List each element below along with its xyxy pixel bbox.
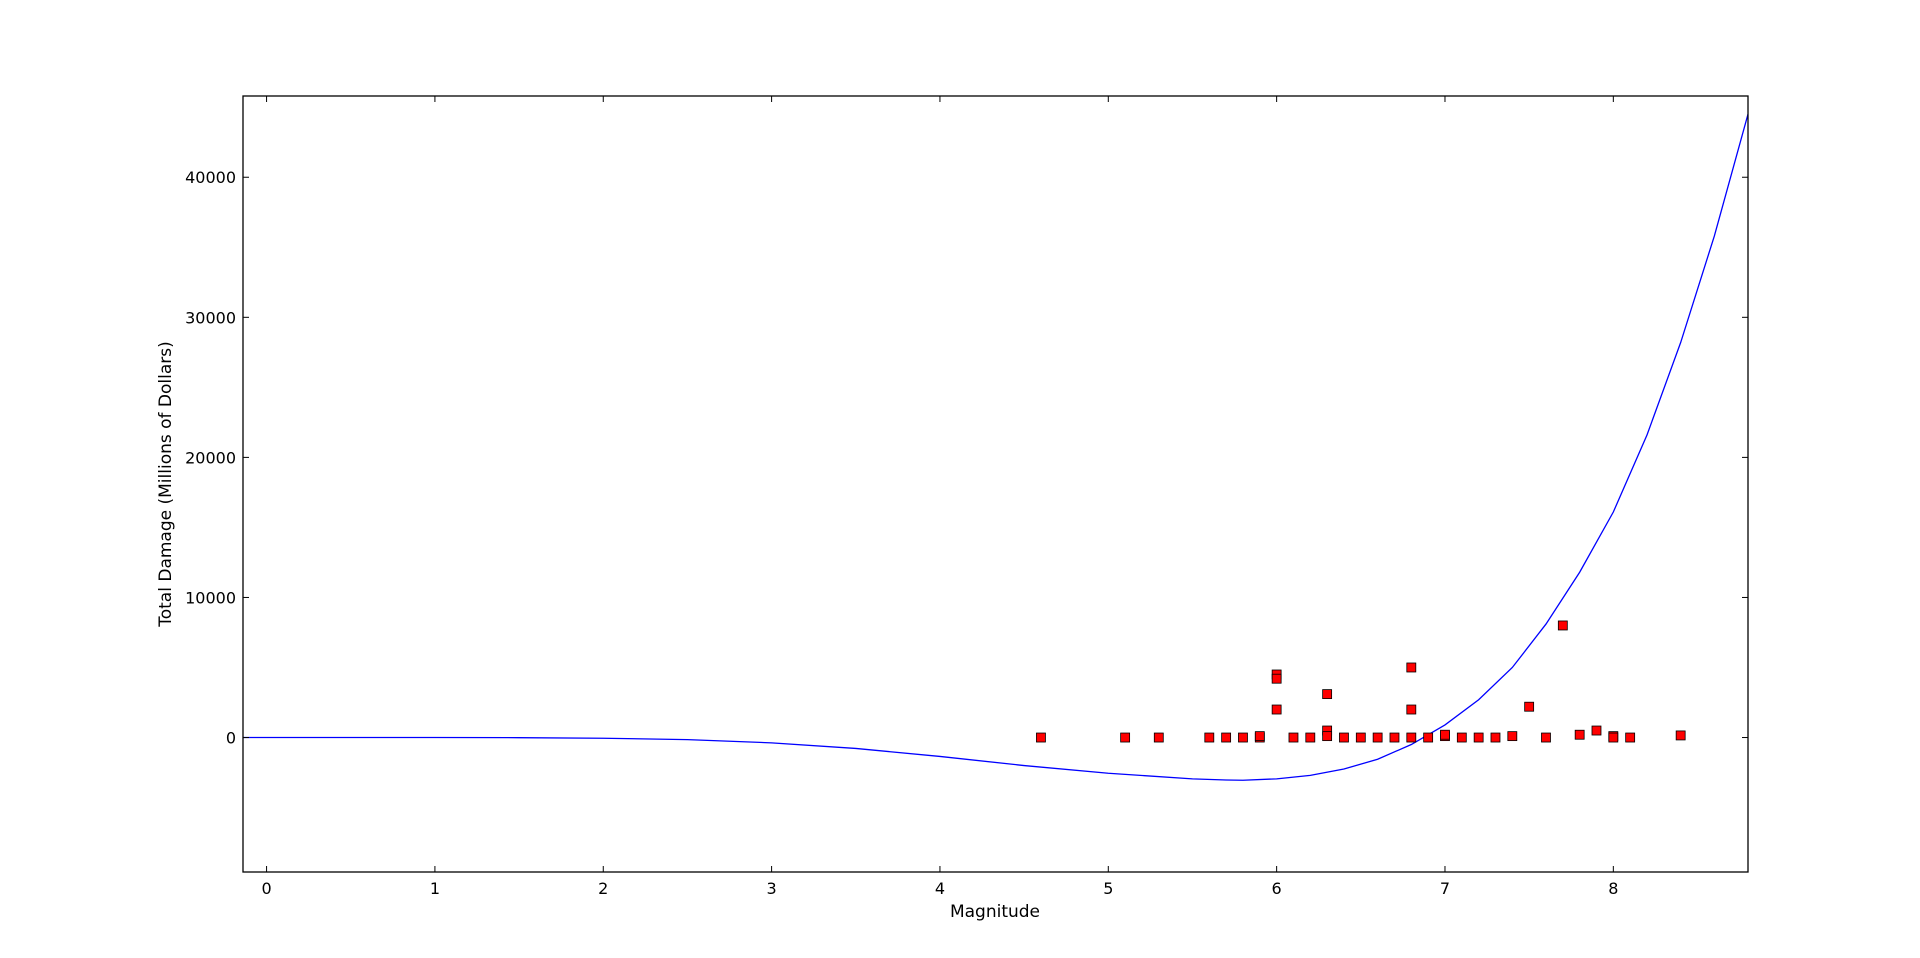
data-point-marker	[1406, 732, 1417, 743]
y-tick-label: 20000	[185, 448, 236, 467]
data-point-marker	[1204, 732, 1215, 743]
data-point-marker	[1591, 725, 1602, 736]
data-point-marker	[1541, 732, 1551, 743]
x-tick-label: 7	[1440, 879, 1450, 898]
data-point-marker	[1423, 732, 1434, 743]
data-point-marker	[1389, 732, 1400, 743]
data-point-marker	[1456, 732, 1467, 743]
data-point-marker	[1507, 731, 1518, 742]
data-point-marker	[1305, 732, 1316, 743]
data-point-marker	[1372, 732, 1383, 743]
x-tick-label: 1	[430, 879, 440, 898]
x-tick-label: 4	[935, 879, 945, 898]
y-tick-label: 30000	[185, 308, 236, 327]
data-point-marker	[1490, 732, 1501, 743]
x-axis-label: Magnitude	[950, 902, 1040, 922]
axis-ticks: 0 1 2 3 4 5 6 7 8 0 10000 20000 30000 40000	[185, 96, 1748, 898]
x-tick-label: 8	[1608, 879, 1618, 898]
x-tick-label: 5	[1103, 879, 1113, 898]
data-point-marker	[1322, 689, 1333, 700]
data-point-marker	[1322, 731, 1333, 742]
y-tick-label: 0	[226, 729, 236, 748]
data-point-marker	[1675, 730, 1686, 741]
data-point-marker	[1608, 732, 1619, 743]
data-point-marker	[1036, 732, 1046, 743]
data-point-marker	[1524, 701, 1535, 712]
fit-curve-line	[243, 114, 1748, 781]
y-axis-label: Total Damage (Millions of Dollars)	[156, 341, 176, 628]
x-tick-label: 0	[261, 879, 271, 898]
data-point-marker	[1120, 732, 1131, 743]
data-point-marker	[1339, 732, 1349, 743]
data-point-marker	[1406, 704, 1417, 715]
x-tick-label: 2	[598, 879, 608, 898]
data-point-marker	[1288, 732, 1299, 743]
data-point-marker	[1271, 704, 1282, 715]
plot-area	[243, 114, 1748, 781]
data-point-marker	[1406, 662, 1417, 673]
y-tick-label: 10000	[185, 588, 236, 607]
data-point-marker	[1557, 620, 1568, 631]
data-point-marker	[1153, 732, 1164, 743]
data-point-marker	[1574, 729, 1585, 740]
x-tick-label: 6	[1272, 879, 1282, 898]
data-point-marker	[1440, 729, 1450, 740]
y-tick-label: 40000	[185, 168, 236, 187]
data-point-marker	[1238, 732, 1248, 743]
data-point-marker	[1271, 673, 1282, 684]
data-point-marker	[1473, 732, 1484, 743]
axes-frame	[242, 95, 1749, 873]
data-point-marker	[1254, 731, 1265, 742]
x-tick-label: 3	[767, 879, 777, 898]
data-point-marker	[1355, 732, 1366, 743]
data-point-marker	[1221, 732, 1232, 743]
data-point-marker	[1625, 732, 1636, 743]
